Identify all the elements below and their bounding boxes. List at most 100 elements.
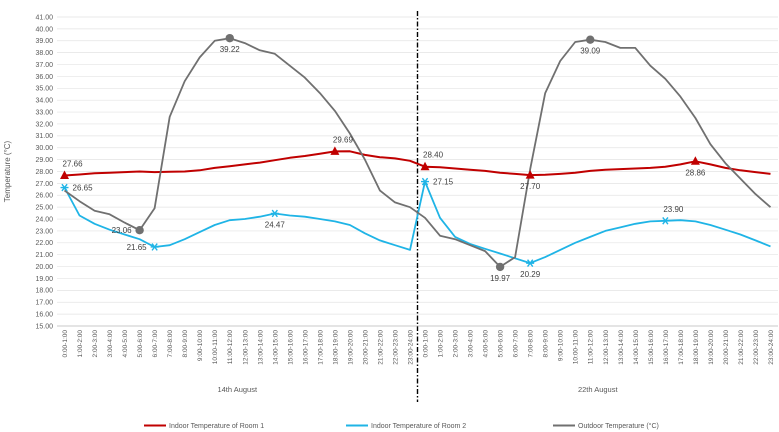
series-line bbox=[63, 180, 771, 265]
x-tick-label: 0:00-1:00 bbox=[423, 330, 430, 358]
x-tick-label: 19:00-20:00 bbox=[347, 330, 354, 365]
x-tick-label: 8:00-9:00 bbox=[543, 330, 550, 358]
x-tick-label: 18:00-19:00 bbox=[332, 330, 339, 365]
x-tick-label: 12:00-13:00 bbox=[242, 330, 249, 365]
data-label: 28.86 bbox=[685, 168, 706, 177]
x-tick-label: 14:00-15:00 bbox=[272, 330, 279, 365]
y-tick-label: 39.00 bbox=[35, 38, 53, 45]
y-tick-label: 16.00 bbox=[35, 312, 53, 319]
y-tick-label: 40.00 bbox=[35, 26, 53, 33]
x-tick-label: 9:00-10:00 bbox=[558, 330, 565, 361]
x-tick-label: 21:00-22:00 bbox=[738, 330, 745, 365]
data-point-marker bbox=[135, 226, 144, 235]
y-tick-label: 30.00 bbox=[35, 145, 53, 152]
x-tick-label: 5:00-6:00 bbox=[137, 330, 144, 358]
x-tick-label: 11:00-12:00 bbox=[227, 330, 234, 365]
x-tick-label: 20:00-21:00 bbox=[723, 330, 730, 365]
x-tick-label: 7:00-8:00 bbox=[528, 330, 535, 358]
x-tick-label: 2:00-3:00 bbox=[92, 330, 99, 358]
y-tick-label: 27.00 bbox=[35, 181, 53, 188]
x-tick-label: 6:00-7:00 bbox=[152, 330, 159, 358]
x-tick-label: 10:00-11:00 bbox=[212, 330, 219, 365]
data-label: 27.66 bbox=[63, 160, 84, 169]
data-label: 23.06 bbox=[112, 226, 133, 235]
x-tick-label: 0:00-1:00 bbox=[62, 330, 69, 358]
series-line bbox=[64, 150, 771, 177]
data-point-marker bbox=[60, 183, 69, 192]
data-label: 29.69 bbox=[333, 135, 354, 144]
data-point-marker bbox=[495, 262, 505, 272]
x-tick-label: 3:00-4:00 bbox=[107, 330, 114, 358]
x-tick-label: 17:00-18:00 bbox=[678, 330, 685, 365]
y-tick-label: 37.00 bbox=[35, 62, 53, 69]
series-lines bbox=[63, 37, 772, 268]
y-tick-label: 34.00 bbox=[35, 98, 53, 105]
series-line bbox=[63, 37, 772, 268]
data-label: 24.47 bbox=[265, 220, 286, 229]
x-tick-label: 13:00-14:00 bbox=[257, 330, 264, 365]
legend: Indoor Temperature of Room 1 Indoor Tempe… bbox=[144, 422, 659, 430]
data-label: 20.29 bbox=[520, 270, 541, 279]
y-axis-label: Temperature (°C) bbox=[3, 140, 12, 202]
x-tick-label: 1:00-2:00 bbox=[438, 330, 445, 358]
x-tick-label: 16:00-17:00 bbox=[302, 330, 309, 365]
x-group-label: 22th August bbox=[578, 385, 619, 394]
data-point-marker bbox=[586, 35, 595, 44]
x-tick-label: 1:00-2:00 bbox=[77, 330, 84, 358]
x-tick-label: 21:00-22:00 bbox=[377, 330, 384, 365]
data-point-marker bbox=[526, 259, 535, 267]
y-tick-label: 28.00 bbox=[35, 169, 53, 176]
y-tick-label: 23.00 bbox=[35, 228, 53, 235]
x-tick-label: 16:00-17:00 bbox=[663, 330, 670, 365]
x-tick-label: 2:00-3:00 bbox=[453, 330, 460, 358]
x-tick-label: 22:00-23:00 bbox=[392, 330, 399, 365]
y-tick-label: 41.00 bbox=[35, 14, 53, 21]
x-tick-label: 10:00-11:00 bbox=[573, 330, 580, 365]
y-tick-label: 15.00 bbox=[35, 323, 53, 330]
data-label: 21.65 bbox=[127, 243, 148, 252]
data-point-marker bbox=[690, 156, 700, 165]
y-tick-label: 33.00 bbox=[35, 109, 53, 116]
data-labels: 27.66 29.69 28.40 27.70 28.86 26.65 21.65 24.47… bbox=[60, 33, 706, 283]
x-tick-label: 6:00-7:00 bbox=[513, 330, 520, 358]
x-tick-label: 19:00-20:00 bbox=[708, 330, 715, 365]
y-tick-label: 36.00 bbox=[35, 74, 53, 81]
data-point-marker bbox=[225, 33, 234, 43]
x-tick-label: 15:00-16:00 bbox=[648, 330, 655, 365]
legend-label: Outdoor Temperature (°C) bbox=[578, 422, 659, 430]
y-tick-label: 29.00 bbox=[35, 157, 53, 164]
data-point-marker bbox=[661, 216, 670, 225]
x-tick-label: 5:00-6:00 bbox=[498, 330, 505, 358]
legend-label: Indoor Temperature of Room 2 bbox=[371, 423, 466, 430]
x-tick-label: 17:00-18:00 bbox=[317, 330, 324, 365]
x-tick-label: 22:00-23:00 bbox=[753, 330, 760, 365]
data-label: 39.09 bbox=[580, 47, 601, 56]
x-tick-label: 4:00-5:00 bbox=[122, 330, 129, 358]
x-tick-label: 4:00-5:00 bbox=[483, 330, 490, 358]
y-tick-label: 22.00 bbox=[35, 240, 53, 247]
y-tick-label: 35.00 bbox=[35, 86, 53, 93]
y-tick-label: 26.00 bbox=[35, 193, 53, 200]
y-tick-label: 31.00 bbox=[35, 133, 53, 140]
y-tick-label: 19.00 bbox=[35, 276, 53, 283]
y-tick-label: 24.00 bbox=[35, 216, 53, 223]
y-tick-label: 17.00 bbox=[35, 300, 53, 307]
data-point-marker bbox=[421, 177, 430, 186]
x-tick-label: 20:00-21:00 bbox=[362, 330, 369, 365]
x-tick-label: 23:00-24:00 bbox=[768, 330, 775, 365]
data-point-marker bbox=[330, 146, 340, 155]
data-label: 19.97 bbox=[490, 274, 511, 283]
x-tick-label: 18:00-19:00 bbox=[693, 330, 700, 365]
y-tick-label: 38.00 bbox=[35, 50, 53, 57]
y-tick-label: 21.00 bbox=[35, 252, 53, 259]
data-point-marker bbox=[525, 170, 535, 179]
x-tick-label: 12:00-13:00 bbox=[603, 330, 610, 365]
x-group-label: 14th August bbox=[217, 385, 258, 394]
y-tick-label: 18.00 bbox=[35, 288, 53, 295]
x-tick-label: 11:00-12:00 bbox=[588, 330, 595, 365]
data-point-marker bbox=[420, 161, 430, 171]
x-tick-label: 9:00-10:00 bbox=[197, 330, 204, 361]
data-label: 39.22 bbox=[220, 45, 241, 54]
x-tick-labels: 0:00-1:00 1:00-2:00 2:00-3:00 3:00-4:00 4:00… bbox=[62, 330, 775, 365]
